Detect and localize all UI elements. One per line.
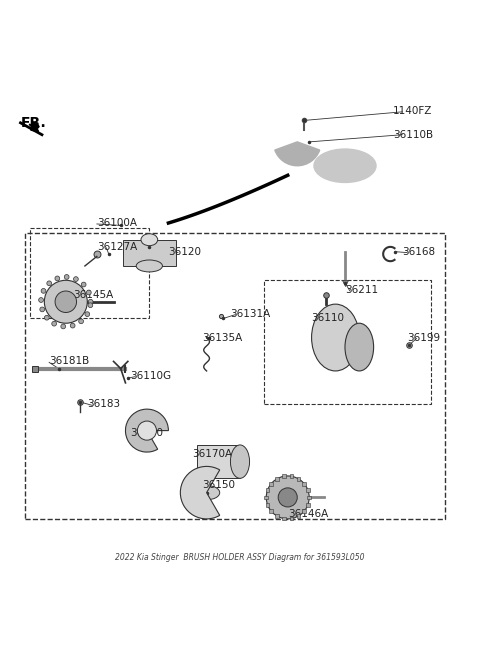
- Text: 36168: 36168: [402, 247, 435, 256]
- Ellipse shape: [136, 260, 162, 272]
- Bar: [275, 477, 279, 481]
- Bar: [306, 503, 310, 506]
- Bar: [307, 495, 311, 499]
- Circle shape: [64, 275, 69, 279]
- Bar: [25, 233, 445, 519]
- Circle shape: [52, 321, 57, 326]
- Text: 36110: 36110: [312, 314, 345, 323]
- Bar: [269, 509, 273, 513]
- Ellipse shape: [314, 149, 376, 182]
- Text: 36120: 36120: [168, 247, 202, 256]
- Circle shape: [81, 282, 86, 287]
- Ellipse shape: [345, 323, 373, 371]
- Text: 36131A: 36131A: [230, 309, 271, 319]
- Text: 2022 Kia Stinger  BRUSH HOLDER ASSY Diagram for 361593L050: 2022 Kia Stinger BRUSH HOLDER ASSY Diagr…: [115, 553, 365, 562]
- Text: FR.: FR.: [21, 115, 46, 130]
- Bar: [302, 509, 306, 513]
- Bar: [306, 488, 310, 492]
- Circle shape: [86, 290, 91, 295]
- Circle shape: [61, 324, 66, 329]
- Bar: [123, 239, 176, 266]
- Bar: [289, 474, 293, 478]
- Bar: [282, 517, 286, 520]
- Circle shape: [55, 291, 76, 312]
- Text: 36110G: 36110G: [130, 371, 171, 380]
- Ellipse shape: [312, 304, 360, 371]
- Bar: [264, 280, 431, 404]
- Text: 36150: 36150: [202, 480, 235, 491]
- Ellipse shape: [141, 234, 157, 246]
- Ellipse shape: [230, 445, 250, 478]
- Text: 36211: 36211: [345, 285, 378, 295]
- Text: 36183: 36183: [87, 400, 120, 409]
- Circle shape: [278, 488, 297, 507]
- Circle shape: [41, 289, 46, 293]
- Circle shape: [70, 323, 75, 328]
- Text: 1140FZ: 1140FZ: [393, 106, 432, 116]
- Bar: [275, 514, 279, 518]
- Bar: [197, 445, 240, 478]
- Text: 36170A: 36170A: [192, 449, 232, 459]
- Bar: [265, 488, 269, 492]
- Circle shape: [40, 307, 45, 312]
- Wedge shape: [275, 142, 320, 166]
- Circle shape: [79, 319, 84, 323]
- Text: 36135A: 36135A: [202, 333, 242, 342]
- Bar: [282, 474, 286, 478]
- Circle shape: [44, 280, 87, 323]
- Text: 36100A: 36100A: [97, 218, 137, 228]
- Text: 36145A: 36145A: [73, 289, 113, 300]
- Wedge shape: [125, 409, 168, 452]
- Bar: [30, 228, 149, 318]
- Ellipse shape: [193, 485, 220, 500]
- Text: 36199: 36199: [407, 333, 440, 342]
- Bar: [269, 482, 273, 485]
- Wedge shape: [180, 466, 220, 519]
- Text: 36181B: 36181B: [49, 356, 89, 367]
- Text: 36170: 36170: [130, 428, 163, 438]
- Bar: [289, 517, 293, 520]
- Circle shape: [55, 276, 60, 281]
- Bar: [302, 482, 306, 485]
- Circle shape: [137, 421, 156, 440]
- Bar: [297, 514, 300, 518]
- Circle shape: [266, 476, 309, 519]
- Bar: [297, 477, 300, 481]
- Circle shape: [88, 303, 93, 308]
- Text: 36127A: 36127A: [97, 242, 137, 252]
- Circle shape: [88, 299, 93, 304]
- Text: 36110B: 36110B: [393, 130, 433, 140]
- Text: 36146A: 36146A: [288, 509, 328, 519]
- Circle shape: [47, 281, 51, 286]
- Circle shape: [39, 298, 44, 302]
- Circle shape: [45, 316, 49, 320]
- Circle shape: [73, 277, 78, 281]
- Bar: [265, 503, 269, 506]
- Bar: [264, 495, 268, 499]
- Circle shape: [85, 312, 90, 317]
